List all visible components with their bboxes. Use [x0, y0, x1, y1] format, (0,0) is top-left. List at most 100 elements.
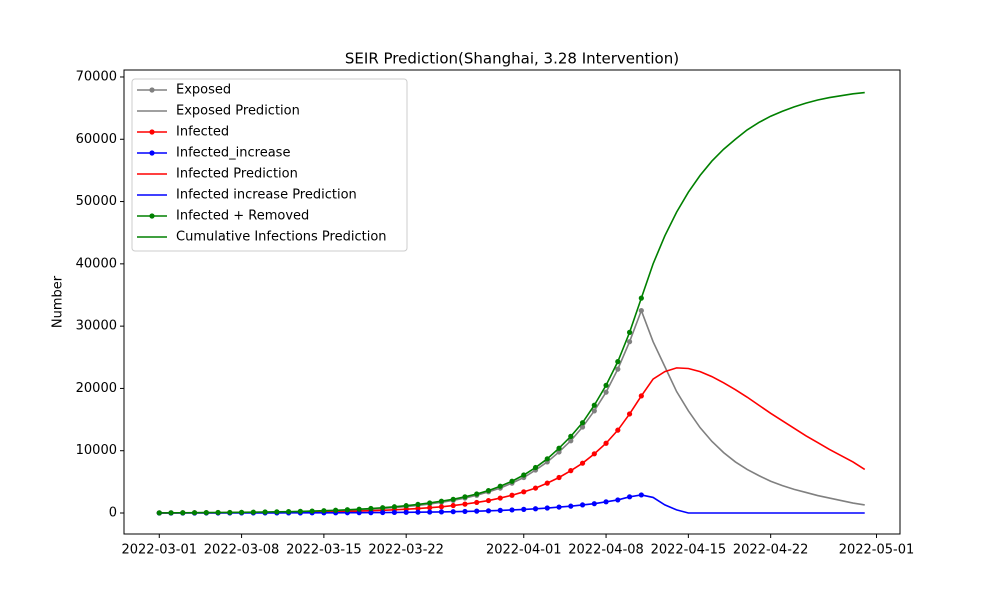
- data-point: [368, 510, 374, 516]
- data-point: [333, 507, 339, 513]
- data-point: [568, 468, 574, 474]
- legend-label: Infected: [176, 125, 229, 140]
- plot-frame: [123, 69, 901, 535]
- data-point: [509, 492, 515, 498]
- data-point: [579, 424, 586, 430]
- legend-marker: [149, 87, 155, 93]
- y-tick-label: 10000: [76, 443, 117, 458]
- data-point: [521, 472, 527, 478]
- x-tick-label: 2022-05-01: [839, 543, 915, 558]
- data-point: [191, 510, 198, 516]
- data-point: [544, 505, 550, 511]
- y-tick-label: 70000: [76, 69, 117, 84]
- legend-label: Exposed Prediction: [176, 104, 300, 119]
- data-point: [591, 408, 597, 414]
- data-point: [427, 500, 433, 506]
- legend-label: Infected + Removed: [176, 209, 309, 224]
- data-point: [238, 509, 245, 515]
- x-tick-label: 2022-04-01: [486, 543, 562, 558]
- data-point: [603, 389, 609, 395]
- x-tick-label: 2022-04-08: [568, 543, 644, 558]
- legend-label: Infected Prediction: [176, 167, 298, 182]
- data-point: [615, 366, 621, 372]
- data-point: [474, 499, 480, 506]
- data-point: [591, 402, 597, 408]
- x-tick-label: 2022-04-15: [651, 543, 727, 558]
- data-point: [450, 496, 456, 502]
- data-point: [497, 495, 503, 501]
- x-tick-label: 2022-03-22: [368, 543, 444, 558]
- y-tick-label: 20000: [76, 381, 117, 396]
- data-point: [615, 427, 621, 433]
- data-point: [168, 510, 174, 516]
- data-point: [391, 504, 398, 510]
- data-point: [203, 510, 209, 516]
- data-point: [321, 508, 327, 514]
- data-point: [532, 464, 539, 471]
- data-point: [215, 509, 221, 516]
- data-point: [485, 487, 492, 494]
- legend: Exposed Exposed Prediction Infected Infecte…: [131, 78, 408, 252]
- x-tick-label: 2022-04-22: [733, 543, 809, 558]
- data-point: [603, 499, 609, 505]
- data-point: [356, 506, 362, 512]
- data-point: [368, 505, 374, 512]
- data-point: [462, 501, 468, 507]
- data-point: [462, 508, 468, 515]
- data-point: [532, 506, 539, 512]
- data-point: [438, 498, 445, 504]
- x-tick-label: 2022-03-01: [121, 543, 197, 558]
- data-point: [403, 509, 409, 515]
- data-point: [450, 502, 456, 509]
- data-point: [603, 440, 609, 446]
- legend-label: Infected increase Prediction: [176, 188, 357, 203]
- data-point: [544, 480, 550, 486]
- data-point: [391, 509, 398, 516]
- data-point: [227, 509, 233, 516]
- data-point: [427, 509, 433, 515]
- x-tick-label: 2022-03-15: [286, 543, 362, 558]
- data-point: [415, 505, 421, 512]
- data-point: [274, 509, 280, 515]
- data-point: [344, 507, 350, 513]
- data-point: [485, 497, 492, 504]
- data-point: [556, 445, 562, 451]
- data-point: [556, 449, 562, 455]
- data-point: [568, 438, 574, 444]
- data-point: [521, 506, 527, 512]
- series-line: [640, 310, 865, 506]
- data-point: [309, 508, 315, 514]
- data-point: [626, 411, 633, 417]
- data-point: [591, 501, 597, 507]
- data-point: [521, 489, 527, 495]
- data-point: [297, 508, 303, 514]
- legend-marker: [149, 129, 155, 135]
- data-point: [615, 497, 621, 503]
- y-tick-label: 60000: [76, 132, 117, 147]
- data-point: [615, 359, 621, 365]
- legend-label: Cumulative Infections Prediction: [176, 230, 387, 245]
- y-tick-label: 0: [109, 506, 117, 521]
- data-point: [544, 456, 550, 462]
- data-point: [450, 509, 456, 515]
- data-point: [474, 491, 480, 497]
- data-point: [427, 505, 433, 511]
- data-point: [262, 509, 268, 515]
- data-point: [603, 382, 609, 388]
- data-point: [579, 460, 586, 466]
- data-point: [474, 508, 480, 514]
- data-point: [462, 494, 468, 500]
- data-point: [591, 451, 597, 457]
- data-point: [250, 509, 256, 515]
- legend-marker: [149, 213, 155, 219]
- data-point: [579, 502, 586, 508]
- data-point: [579, 420, 586, 426]
- chart-title: SEIR Prediction(Shanghai, 3.28 Intervent…: [345, 50, 679, 68]
- data-point: [556, 504, 562, 510]
- data-point: [485, 508, 492, 514]
- data-point: [180, 510, 186, 516]
- legend-box: [131, 78, 408, 252]
- data-point: [497, 507, 503, 513]
